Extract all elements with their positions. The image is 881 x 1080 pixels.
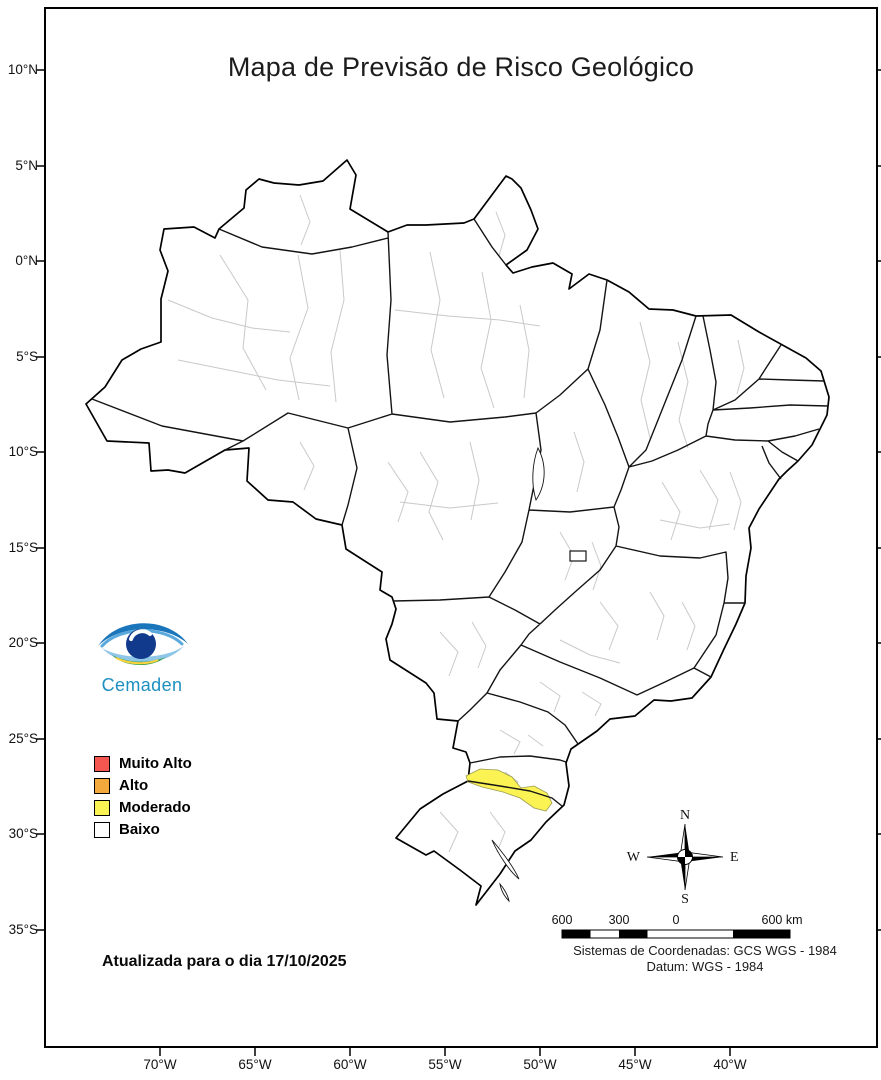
legend-label-baixo: Baixo [119, 821, 160, 838]
cemaden-logo: Cemaden [90, 608, 194, 696]
compass-center-quadrant-ne [685, 849, 693, 857]
lon-label-70w: 70°W [143, 1057, 176, 1072]
lon-label-55w: 55°W [428, 1057, 461, 1072]
cemaden-logo-text: Cemaden [101, 675, 183, 695]
risk-legend: Muito Alto Alto Moderado Baixo [94, 756, 192, 844]
scale-bar-segment [562, 930, 591, 938]
lat-label-5s: 5°S [16, 349, 38, 364]
legend-label-alto: Alto [119, 777, 149, 794]
compass-point-e-black [685, 857, 723, 862]
scale-bar-segment [619, 930, 648, 938]
lon-label-40w: 40°W [713, 1057, 746, 1072]
compass-label-east: E [730, 850, 739, 865]
lon-label-60w: 60°W [333, 1057, 366, 1072]
municipal-boundaries [167, 194, 745, 853]
risk-region-moderado [465, 768, 553, 812]
legend-item-alto: Alto [94, 778, 192, 794]
scale-label-600-km: 600 km [762, 913, 803, 927]
lat-label-25s: 25°S [9, 731, 38, 746]
scale-label-300: 300 [609, 913, 630, 927]
lat-label-30s: 30°S [9, 826, 38, 841]
latitude-ticks-right [877, 69, 881, 931]
legend-swatch-alto-icon [94, 778, 110, 794]
bananal-island [532, 446, 545, 502]
compass-label-west: W [627, 850, 641, 865]
legend-swatch-baixo [94, 822, 110, 838]
brazil-outline [85, 159, 830, 906]
map-title: Mapa de Previsão de Risco Geológico [227, 52, 695, 82]
latitude-ticks-left [36, 69, 45, 931]
scale-bar-segment [733, 930, 790, 938]
compass-point-w-black [647, 852, 685, 857]
lat-label-5n: 5°N [15, 158, 38, 173]
scale-label-0: 0 [673, 913, 680, 927]
longitude-labels: 70°W 65°W 60°W 55°W 50°W 45°W 40°W [143, 1057, 746, 1072]
lat-label-15s: 15°S [9, 540, 38, 555]
legend-swatch-baixo-icon [94, 822, 110, 838]
compass-point-s-black [680, 857, 685, 890]
legend-swatch-muito-alto [94, 756, 110, 772]
legend-label-moderado: Moderado [119, 799, 191, 816]
eye-iris-highlight [129, 629, 152, 641]
legend-swatch-moderado-icon [94, 800, 110, 816]
legend-label-muito-alto: Muito Alto [119, 755, 192, 772]
lon-label-65w: 65°W [238, 1057, 271, 1072]
longitude-ticks [159, 1047, 731, 1056]
lat-label-10s: 10°S [9, 444, 38, 459]
eye-upper-lid [98, 623, 188, 646]
federal-district-outline [569, 550, 587, 562]
legend-item-baixo: Baixo [94, 822, 192, 838]
brazil-map [85, 159, 830, 906]
legend-item-moderado: Moderado [94, 800, 192, 816]
lon-label-50w: 50°W [523, 1057, 556, 1072]
scale-label-600-left: 600 [552, 913, 573, 927]
compass-point-n-black [685, 824, 690, 857]
scale-bar: 600 300 0 600 km [552, 913, 803, 939]
state-boundaries [91, 218, 829, 807]
lat-label-20s: 20°S [9, 635, 38, 650]
coordinate-system-info: Sistemas de Coordenadas: GCS WGS - 1984 … [555, 943, 855, 976]
lon-label-45w: 45°W [618, 1057, 651, 1072]
lat-label-35s: 35°S [9, 922, 38, 937]
map-frame [44, 7, 878, 1048]
compass-center-quadrant-sw [677, 857, 685, 865]
latitude-labels: 10°N 5°N 0°N 5°S 10°S 15°S 20°S 25°S 30°… [8, 62, 38, 937]
coordinate-system-line2: Datum: WGS - 1984 [646, 959, 764, 975]
lagoa-dos-patos [491, 839, 520, 903]
legend-swatch-moderado [94, 800, 110, 816]
compass-label-north: N [680, 808, 690, 823]
cemaden-eye-icon [98, 623, 188, 666]
lat-label-10n: 10°N [8, 62, 38, 77]
eye-yellow-accent [115, 657, 159, 665]
legend-item-muito-alto: Muito Alto [94, 756, 192, 772]
update-note: Atualizada para o dia 17/10/2025 [102, 953, 347, 970]
legend-swatch-alto [94, 778, 110, 794]
legend-swatch-muito-alto-icon [94, 756, 110, 772]
coordinate-system-line1: Sistemas de Coordenadas: GCS WGS - 1984 [573, 943, 837, 958]
compass-rose: N S W E [627, 808, 739, 907]
lat-label-0n: 0°N [15, 253, 38, 268]
compass-label-south: S [681, 892, 689, 907]
